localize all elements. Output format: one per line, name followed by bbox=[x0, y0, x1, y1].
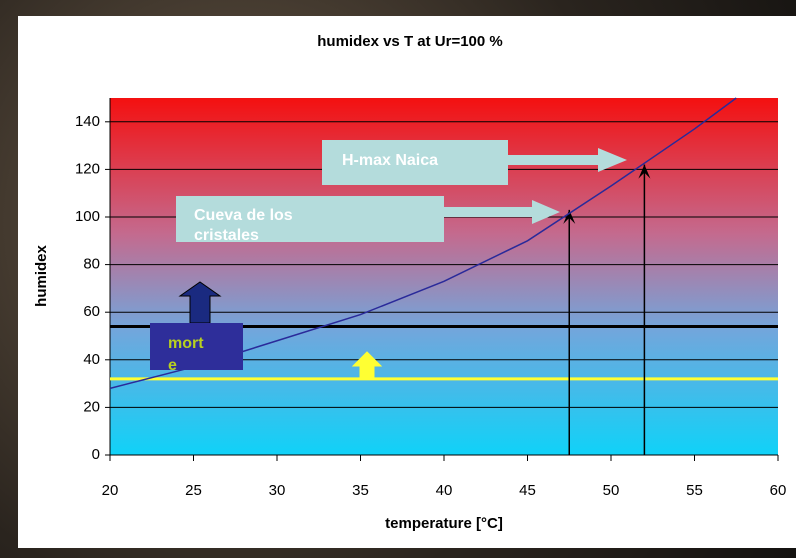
x-tick-label: 45 bbox=[519, 482, 536, 499]
y-tick-label: 140 bbox=[75, 113, 100, 130]
chart: humidex vs T at Ur=100 % temperature [°C… bbox=[0, 0, 796, 558]
y-tick-label: 60 bbox=[83, 303, 100, 320]
annotation: H-max Naica bbox=[322, 140, 508, 185]
x-tick-label: 25 bbox=[185, 482, 202, 499]
x-tick-label: 20 bbox=[102, 482, 119, 499]
x-axis-label: temperature [°C] bbox=[385, 515, 503, 532]
y-tick-label: 0 bbox=[92, 446, 100, 463]
y-tick-label: 120 bbox=[75, 160, 100, 177]
y-tick-label: 80 bbox=[83, 256, 100, 273]
page: humidex vs T at Ur=100 % temperature [°C… bbox=[0, 0, 796, 558]
x-tick-label: 55 bbox=[686, 482, 703, 499]
y-tick-label: 40 bbox=[83, 351, 100, 368]
annotation: morte bbox=[150, 323, 243, 370]
x-tick-label: 60 bbox=[770, 482, 787, 499]
x-tick-label: 30 bbox=[269, 482, 286, 499]
chart-title: humidex vs T at Ur=100 % bbox=[317, 33, 503, 50]
y-axis-label: humidex bbox=[33, 245, 50, 307]
annotation: Cueva de los cristales bbox=[176, 196, 444, 242]
y-tick-label: 20 bbox=[83, 398, 100, 415]
y-tick-label: 100 bbox=[75, 208, 100, 225]
x-tick-label: 50 bbox=[603, 482, 620, 499]
x-tick-label: 35 bbox=[352, 482, 369, 499]
annotation-text: Cueva de los cristales bbox=[194, 206, 334, 246]
x-tick-label: 40 bbox=[436, 482, 453, 499]
annotation-text: morte bbox=[168, 333, 210, 377]
